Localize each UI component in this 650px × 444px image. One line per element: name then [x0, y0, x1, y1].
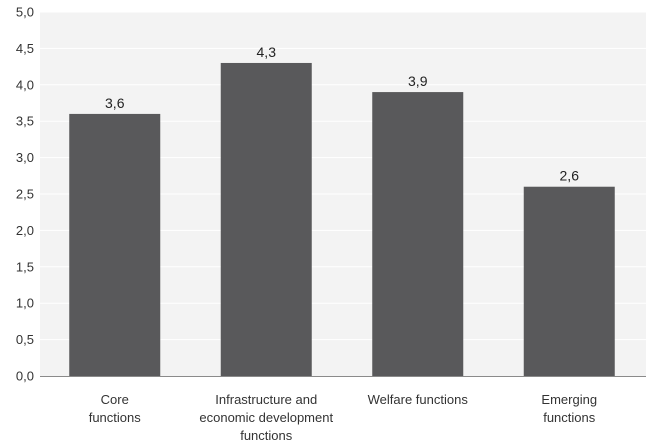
- bar-data-label: 2,6: [560, 168, 580, 184]
- y-tick-label: 4,0: [16, 77, 34, 92]
- category-labels: Core functions Infrastructure and economic …: [89, 392, 597, 443]
- y-tick-label: 5,0: [16, 5, 34, 20]
- category-label: Emerging functions: [541, 392, 597, 425]
- y-axis-ticks: 0,0 0,5 1,0 1,5 2,0 2,5 3,0 3,5 4,0 4,5 5,0: [16, 5, 34, 384]
- category-label: Infrastructure and economic development fu…: [199, 392, 333, 443]
- y-tick-label: 1,5: [16, 259, 34, 274]
- y-tick-label: 4,5: [16, 41, 34, 56]
- data-labels: 3,6 4,3 3,9 2,6: [105, 44, 579, 184]
- y-tick-label: 0,5: [16, 332, 34, 347]
- bar: [372, 92, 464, 376]
- bar-data-label: 4,3: [257, 44, 277, 60]
- y-tick-label: 1,0: [16, 296, 34, 311]
- bar-data-label: 3,9: [408, 73, 428, 89]
- y-tick-label: 0,0: [16, 369, 34, 384]
- bar-data-label: 3,6: [105, 95, 125, 111]
- category-label: Core functions: [89, 392, 142, 425]
- y-tick-label: 2,5: [16, 187, 34, 202]
- y-tick-label: 3,5: [16, 114, 34, 129]
- category-label: Welfare functions: [368, 392, 469, 407]
- bar: [220, 62, 312, 377]
- bar: [69, 113, 161, 377]
- bar: [523, 186, 615, 376]
- y-tick-label: 3,0: [16, 150, 34, 165]
- bars: [69, 62, 615, 377]
- y-tick-label: 2,0: [16, 223, 34, 238]
